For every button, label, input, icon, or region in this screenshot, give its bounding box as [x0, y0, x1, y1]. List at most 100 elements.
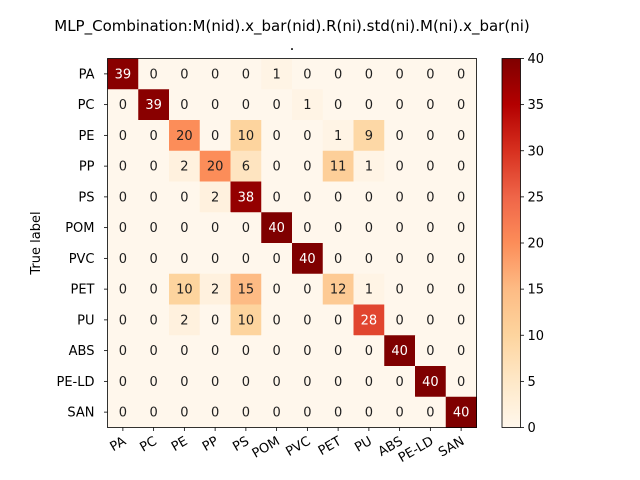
heatmap-cell [292, 150, 324, 182]
cell-value-label: 0 [334, 67, 342, 82]
cell-value-label: 0 [334, 313, 342, 328]
heatmap-cell [169, 58, 201, 90]
heatmap-cell [199, 273, 231, 305]
cell-value-label: 0 [242, 406, 250, 421]
colorbar: 0 5 10 15 20 25 30 35 40 [501, 52, 545, 436]
heatmap-cell [384, 89, 416, 121]
heatmap-cell [415, 396, 447, 428]
cell-value-label: 2 [211, 190, 219, 205]
cell-value-label: 1 [365, 283, 373, 298]
heatmap-cell [261, 89, 293, 121]
heatmap-cell [169, 89, 201, 121]
heatmap-cell [415, 89, 447, 121]
heatmap-cell [138, 58, 170, 90]
heatmap-cell [292, 120, 324, 152]
cell-value-label: 0 [119, 129, 127, 144]
cell-value-label: 0 [242, 375, 250, 390]
heatmap-cell [322, 273, 354, 305]
cell-value-label: 0 [149, 129, 157, 144]
cell-value-label: 0 [211, 313, 219, 328]
heatmap-cell [107, 212, 139, 244]
y-tick-label: PC [78, 98, 95, 113]
cell-value-label: 40 [422, 375, 439, 390]
x-tick-label: PC [137, 434, 159, 455]
cell-value-label: 40 [268, 221, 285, 236]
cell-value-label: 0 [395, 375, 403, 390]
cell-value-label: 0 [149, 375, 157, 390]
heatmap-cell [261, 58, 293, 90]
cell-value-label: 1 [365, 160, 373, 175]
cell-value-label: 2 [180, 313, 188, 328]
heatmap-cell [322, 150, 354, 182]
x-tick-label: PE [169, 434, 190, 455]
heatmap-cell [199, 58, 231, 90]
cell-value-label: 0 [426, 190, 434, 205]
heatmap-cell [230, 120, 262, 152]
chart-title-line1: MLP_Combination:M(nid).x_bar(nid).R(ni).… [54, 17, 529, 36]
cell-value-label: 20 [207, 160, 224, 175]
x-tick-label: PU [352, 434, 375, 456]
plot-frame [107, 58, 477, 428]
heatmap-cell [138, 335, 170, 367]
cell-value-label: 0 [149, 67, 157, 82]
heatmap-cell [169, 304, 201, 336]
heatmap-cell [107, 273, 139, 305]
heatmap-cell [322, 89, 354, 121]
cell-value-label: 0 [426, 252, 434, 267]
cell-value-label: 0 [395, 190, 403, 205]
heatmap-cell [261, 335, 293, 367]
y-tick-label: PP [79, 160, 95, 175]
cell-value-label: 0 [272, 283, 280, 298]
heatmap-cell [353, 273, 385, 305]
heatmap-cell [322, 366, 354, 398]
cell-value-label: 28 [361, 313, 378, 328]
heatmap-cell [261, 243, 293, 275]
cell-value-label: 0 [457, 283, 465, 298]
heatmap-cell [169, 181, 201, 213]
cell-value-label: 0 [395, 160, 403, 175]
y-tick-label: PVC [69, 252, 95, 267]
heatmap-cell [384, 273, 416, 305]
cell-value-label: 0 [119, 98, 127, 113]
cell-value-label: 40 [299, 252, 316, 267]
heatmap-cell [353, 181, 385, 213]
heatmap-cell [138, 304, 170, 336]
heatmap-cell [353, 58, 385, 90]
heatmap-cell [322, 58, 354, 90]
cell-value-label: 0 [457, 221, 465, 236]
cell-value-label: 0 [334, 344, 342, 359]
heatmap-cell [199, 243, 231, 275]
heatmap-cell [199, 181, 231, 213]
cell-value-label: 0 [457, 375, 465, 390]
heatmap-cell [199, 150, 231, 182]
heatmap-cell [384, 366, 416, 398]
colorbar-tick-label: 10 [528, 329, 545, 344]
heatmap-cell [199, 212, 231, 244]
heatmap-cell [384, 120, 416, 152]
y-tick-labels: PA PC PE PP PS POM PVC PET PU ABS PE-LD SAN [57, 67, 108, 421]
heatmap-cell [230, 273, 262, 305]
heatmap-cell [353, 366, 385, 398]
cell-value-label: 1 [272, 67, 280, 82]
cell-value-label: 0 [149, 313, 157, 328]
cell-value-label: 0 [457, 344, 465, 359]
cell-value-label: 1 [334, 129, 342, 144]
cell-value-label: 0 [242, 252, 250, 267]
cell-value-label: 0 [119, 313, 127, 328]
y-tick-label: POM [65, 221, 94, 236]
cell-value-label: 40 [391, 344, 408, 359]
heatmap-cell [138, 366, 170, 398]
cell-value-label: 2 [211, 283, 219, 298]
heatmap-cell [415, 243, 447, 275]
cell-value-label: 0 [272, 98, 280, 113]
heatmap-cell [261, 150, 293, 182]
cell-value-label: 0 [334, 252, 342, 267]
heatmap-cell [230, 366, 262, 398]
heatmap-cell [199, 120, 231, 152]
cell-value-label: 0 [119, 160, 127, 175]
cell-value-label: 0 [395, 406, 403, 421]
heatmap-cell [322, 335, 354, 367]
heatmap-cell [138, 120, 170, 152]
heatmap-cell [261, 304, 293, 336]
